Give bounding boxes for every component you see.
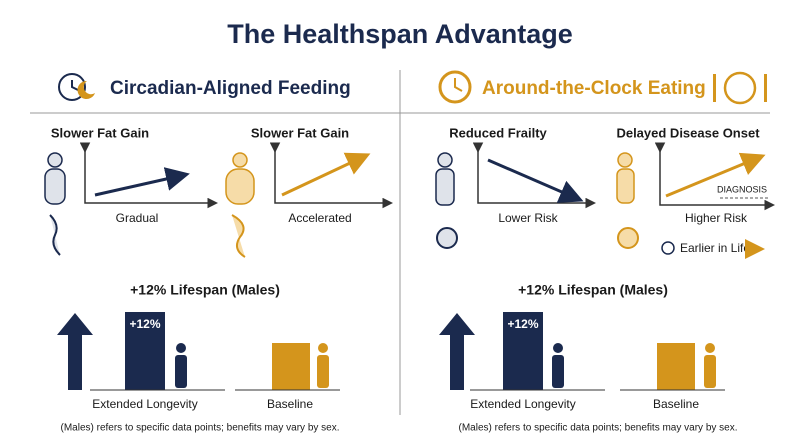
item-label: Accelerated: [288, 211, 351, 225]
axes: [472, 142, 596, 209]
lifespan-title: +12% Lifespan (Males): [518, 282, 668, 298]
person-icon: [47, 152, 63, 168]
item-title: Delayed Disease Onset: [616, 125, 760, 140]
bar-label: +12%: [129, 317, 160, 331]
person-icon: [553, 343, 563, 353]
item-label: Gradual: [116, 211, 159, 225]
person-icon: [617, 152, 633, 168]
person-icon: [437, 152, 453, 168]
trend-arrow: [281, 152, 371, 197]
person-icon: [552, 355, 564, 388]
joint-icon: [436, 227, 458, 249]
bar-label: +12%: [507, 317, 538, 331]
up-arrow: [439, 313, 475, 390]
fork-icon: [713, 74, 716, 102]
plate-icon: [723, 71, 757, 105]
trend-arrow: [94, 167, 190, 197]
person-icon: [225, 168, 255, 205]
axes: [79, 142, 218, 209]
axes: [654, 142, 775, 211]
panel-heading: Around-the-Clock Eating: [482, 78, 706, 99]
clock-hands: [454, 78, 463, 92]
person-icon: [318, 343, 328, 353]
person-icon: [435, 168, 455, 206]
bar: [125, 312, 165, 390]
clock-icon: [661, 241, 675, 255]
title: The Healthspan Advantage: [227, 19, 573, 49]
body-icon: [49, 214, 61, 256]
person-icon: [175, 355, 187, 388]
footnote: (Males) refers to specific data points; …: [61, 423, 340, 434]
person-icon: [232, 152, 248, 168]
note: Earlier in Life: [680, 241, 750, 255]
moon-icon: [77, 80, 95, 99]
person-icon: [44, 168, 66, 205]
footnote: (Males) refers to specific data points; …: [459, 423, 738, 434]
item-title: Slower Fat Gain: [51, 125, 149, 140]
bar: [272, 343, 310, 390]
clock-hands: [71, 80, 79, 91]
person-icon: [616, 168, 635, 204]
bar-caption: Baseline: [267, 397, 313, 411]
bar: [503, 312, 543, 390]
trend-arrow: [665, 152, 766, 198]
person-icon: [704, 355, 716, 388]
bar: [657, 343, 695, 390]
annotation: DIAGNOSIS: [717, 184, 767, 194]
joint-icon: [617, 227, 639, 249]
person-icon: [317, 355, 329, 388]
person-icon: [176, 343, 186, 353]
bar-caption: Baseline: [653, 397, 699, 411]
trend-arrow: [487, 158, 584, 203]
item-title: Reduced Frailty: [449, 125, 547, 140]
body-icon: [231, 214, 246, 258]
panel-heading: Circadian-Aligned Feeding: [110, 78, 351, 99]
item-label: Lower Risk: [498, 211, 558, 225]
lifespan-title: +12% Lifespan (Males): [130, 282, 280, 298]
bar-caption: Extended Longevity: [470, 397, 575, 411]
knife-icon: [764, 74, 767, 102]
person-icon: [705, 343, 715, 353]
bar-caption: Extended Longevity: [92, 397, 197, 411]
item-label: Higher Risk: [685, 211, 748, 225]
up-arrow: [57, 313, 93, 390]
axes: [269, 142, 393, 209]
item-title: Slower Fat Gain: [251, 125, 349, 140]
clock-icon: [58, 73, 86, 101]
